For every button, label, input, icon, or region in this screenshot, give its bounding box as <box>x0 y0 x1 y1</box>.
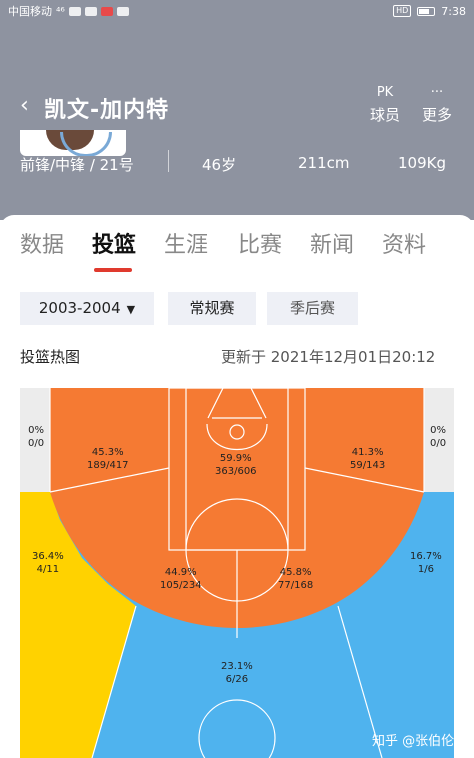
info-divider <box>168 150 169 172</box>
more-dots-icon: ··· <box>430 85 444 100</box>
wifi-icon <box>68 6 81 16</box>
hoop-icon <box>229 424 245 440</box>
compare-players-label: 球员 <box>370 106 401 124</box>
tab-career[interactable]: 生涯 <box>164 233 209 258</box>
tab-shooting[interactable]: 投篮 <box>92 233 137 258</box>
app-icon <box>84 6 97 16</box>
watermark: 知乎 @张伯伦 <box>372 734 455 749</box>
zone-label-left-elbow: 44.9% 105/234 <box>160 567 202 591</box>
zone-label-right-wing-three: 16.7% 1/6 <box>410 551 442 575</box>
zone-label-left-wing-three: 36.4% 4/11 <box>32 551 64 575</box>
back-icon[interactable]: ‹ <box>20 93 29 118</box>
zone-label-top-three: 23.1% 6/26 <box>221 661 253 685</box>
tab-data[interactable]: 数据 <box>20 233 65 258</box>
player-age: 46岁 <box>202 156 237 174</box>
player-avatar <box>20 130 126 156</box>
caret-down-icon: ▼ <box>126 303 136 316</box>
zone-left-wing-three <box>20 492 136 758</box>
chart-updated-time: 更新于 2021年12月01日20:12 <box>221 348 436 366</box>
season-dropdown[interactable]: 2003-2004 ▼ <box>20 292 154 325</box>
clock: 7:38 <box>441 4 466 18</box>
regular-season-button[interactable]: 常规赛 <box>168 292 256 325</box>
zone-label-right-corner: 0% 0/0 <box>430 425 447 449</box>
more-button[interactable]: ··· 更多 <box>422 84 452 125</box>
battery-icon <box>417 6 436 16</box>
position-number: 前锋/中锋 / 21号 <box>20 156 134 174</box>
zone-label-paint: 59.9% 363/606 <box>215 453 257 477</box>
playoffs-button[interactable]: 季后赛 <box>267 292 358 325</box>
tab-bar: 数据 投篮 生涯 比赛 新闻 资料 <box>0 228 474 274</box>
active-tab-indicator <box>94 268 132 272</box>
season-value: 2003-2004 <box>38 299 121 317</box>
player-height: 211cm <box>298 154 350 172</box>
player-weight: 109Kg <box>398 154 446 172</box>
signal-label: ⁴⁶ <box>56 4 65 18</box>
hd-badge: HD <box>393 5 412 17</box>
compare-players-button[interactable]: PK 球员 <box>370 84 400 125</box>
player-info-row: 前锋/中锋 / 21号 46岁 211cm 109Kg <box>0 152 474 176</box>
player-name: 凯文-加内特 <box>44 98 170 123</box>
tab-profile[interactable]: 资料 <box>382 233 427 258</box>
notification-icon <box>100 6 113 16</box>
status-bar: 中国移动 ⁴⁶ HD 7:38 <box>0 0 474 22</box>
shot-heatmap: 0% 0/0 45.3% 189/417 59.9% 363/606 41.3% 59/… <box>20 388 454 758</box>
zone-left-corner-three <box>20 388 50 492</box>
zone-midrange <box>50 388 424 628</box>
tab-news[interactable]: 新闻 <box>310 233 355 258</box>
zone-right-corner-three <box>424 388 454 492</box>
player-header: ‹ 凯文-加内特 PK 球员 ··· 更多 <box>0 22 474 220</box>
tab-games[interactable]: 比赛 <box>238 233 283 258</box>
zone-label-right-elbow: 45.8% 77/168 <box>278 567 314 591</box>
more-label: 更多 <box>422 106 453 124</box>
pk-icon: PK <box>376 85 394 100</box>
court-svg <box>20 388 454 758</box>
court-lines <box>49 388 425 758</box>
carrier-label: 中国移动 <box>8 5 52 18</box>
app-icon <box>116 6 129 16</box>
zone-label-right-baseline: 41.3% 59/143 <box>350 447 386 471</box>
zone-label-left-baseline: 45.3% 189/417 <box>87 447 129 471</box>
chart-title: 投篮热图 <box>20 348 81 366</box>
zone-label-left-corner: 0% 0/0 <box>28 425 45 449</box>
